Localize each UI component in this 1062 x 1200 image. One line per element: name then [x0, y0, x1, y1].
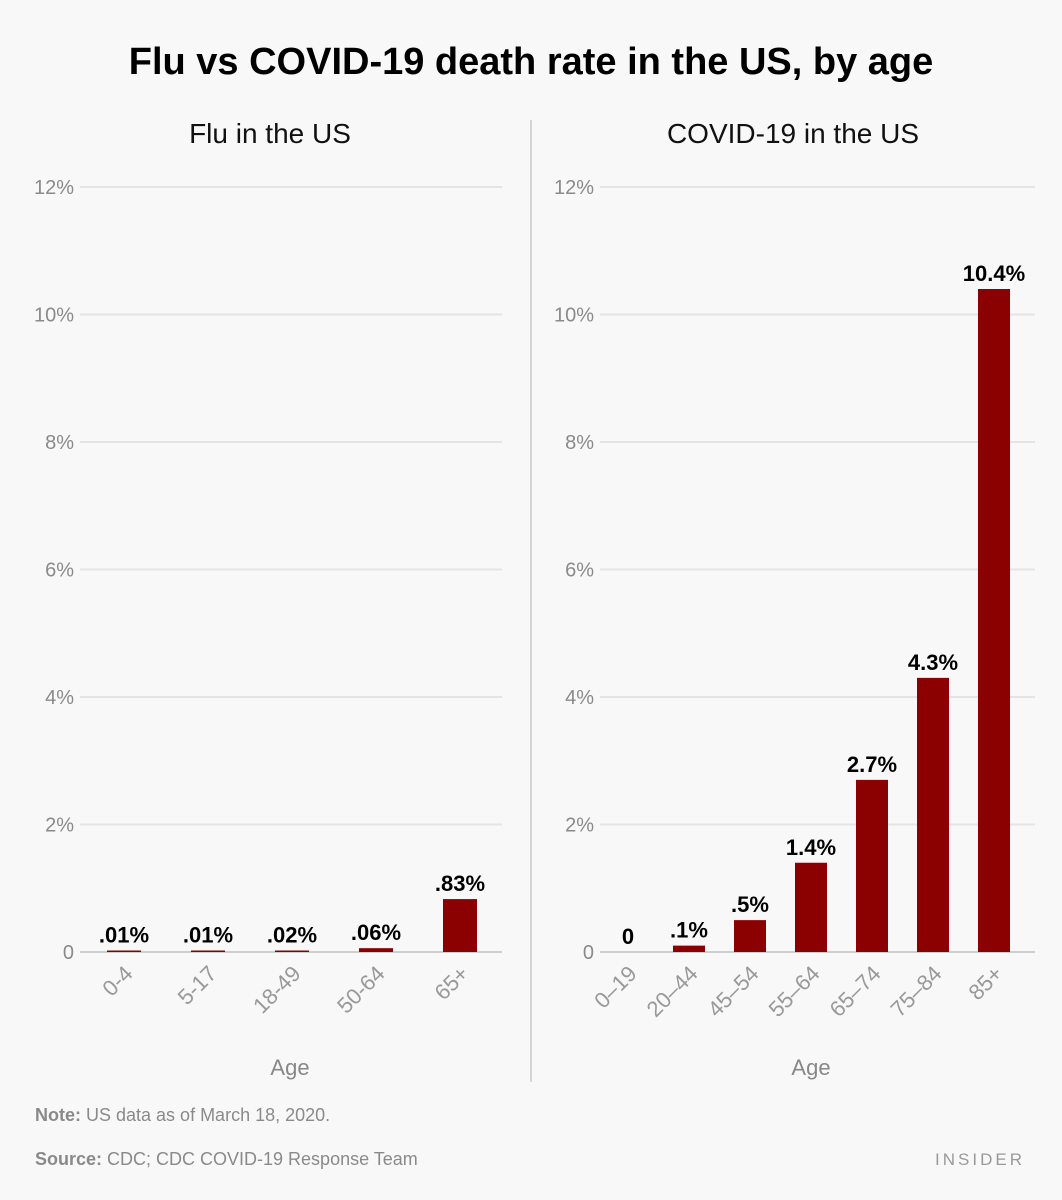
flu-panel-title: Flu in the US: [189, 118, 351, 149]
covid-bar: [917, 677, 949, 952]
covid-plot: 02%4%6%8%10%12%00–19.1%20–44.5%45–541.4%…: [554, 177, 1035, 1022]
flu-x-tick-label: 0-4: [97, 961, 137, 1001]
covid-x-tick-label: 45–54: [703, 961, 764, 1022]
flu-data-label: .06%: [351, 920, 401, 945]
covid-x-tick-label: 75–84: [886, 961, 947, 1022]
covid-y-tick-label: 12%: [554, 177, 594, 199]
source: Source: CDC; CDC COVID-19 Response Team: [35, 1149, 418, 1169]
covid-data-label: .5%: [731, 892, 769, 917]
note-label: Note:: [35, 1105, 81, 1125]
covid-x-tick-label: 0–19: [589, 961, 641, 1013]
covid-x-tick-label: 65–74: [825, 961, 886, 1022]
flu-y-tick-label: 12%: [34, 177, 74, 199]
flu-x-tick-label: 5-17: [173, 961, 222, 1010]
flu-y-tick-label: 4%: [45, 687, 74, 709]
covid-x-tick-label: 55–64: [764, 961, 825, 1022]
flu-data-label: .01%: [99, 923, 149, 948]
flu-data-label: .01%: [183, 923, 233, 948]
flu-x-tick-label: 50-64: [332, 961, 389, 1018]
covid-bar: [856, 779, 888, 952]
flu-y-tick-label: 2%: [45, 815, 74, 837]
covid-y-tick-label: 4%: [565, 687, 594, 709]
covid-y-tick-label: 2%: [565, 815, 594, 837]
covid-data-label: 2.7%: [847, 752, 897, 777]
covid-x-tick-label: 20–44: [642, 961, 703, 1022]
flu-plot: 0 2% 4% 6% 8% 10% 12% .01% 0-4 .01% 5-17 .02% 18-49.…: [34, 177, 502, 1018]
covid-panel-title: COVID-19 in the US: [667, 118, 919, 149]
flu-data-label: .02%: [267, 923, 317, 948]
covid-bar: [673, 945, 705, 952]
flu-bar: [275, 950, 309, 952]
flu-x-axis-label: Age: [270, 1055, 309, 1080]
covid-y-tick-label: 0: [583, 942, 594, 964]
source-text: CDC; CDC COVID-19 Response Team: [102, 1149, 418, 1169]
covid-x-axis-label: Age: [791, 1055, 830, 1080]
covid-bar: [978, 289, 1010, 952]
covid-x-tick-label: 85+: [963, 961, 1007, 1005]
flu-bar: [107, 950, 141, 952]
note-text: US data as of March 18, 2020.: [81, 1105, 330, 1125]
covid-data-label: 0: [622, 924, 634, 949]
covid-bar: [734, 920, 766, 952]
flu-y-tick-label: 0: [63, 942, 74, 964]
chart-title: Flu vs COVID-19 death rate in the US, by…: [129, 41, 934, 83]
covid-y-tick-label: 10%: [554, 305, 594, 327]
covid-data-label: .1%: [670, 918, 708, 943]
flu-x-tick-label: 18-49: [248, 961, 305, 1018]
source-label: Source:: [35, 1149, 102, 1169]
flu-y-tick-label: 6%: [45, 560, 74, 582]
flu-bar: [443, 899, 477, 952]
flu-bar: [359, 948, 393, 952]
flu-x-tick-label: 65+: [429, 961, 473, 1005]
insider-logo: INSIDER: [935, 1150, 1025, 1169]
covid-y-tick-label: 8%: [565, 432, 594, 454]
flu-data-label: .83%: [435, 871, 485, 896]
note: Note: US data as of March 18, 2020.: [35, 1105, 330, 1125]
covid-bar: [795, 862, 827, 952]
covid-data-label: 4.3%: [908, 650, 958, 675]
covid-data-label: 10.4%: [963, 261, 1025, 286]
covid-data-label: 1.4%: [786, 835, 836, 860]
covid-y-tick-label: 6%: [565, 560, 594, 582]
flu-bar: [191, 950, 225, 952]
flu-y-tick-label: 10%: [34, 305, 74, 327]
flu-y-tick-label: 8%: [45, 432, 74, 454]
